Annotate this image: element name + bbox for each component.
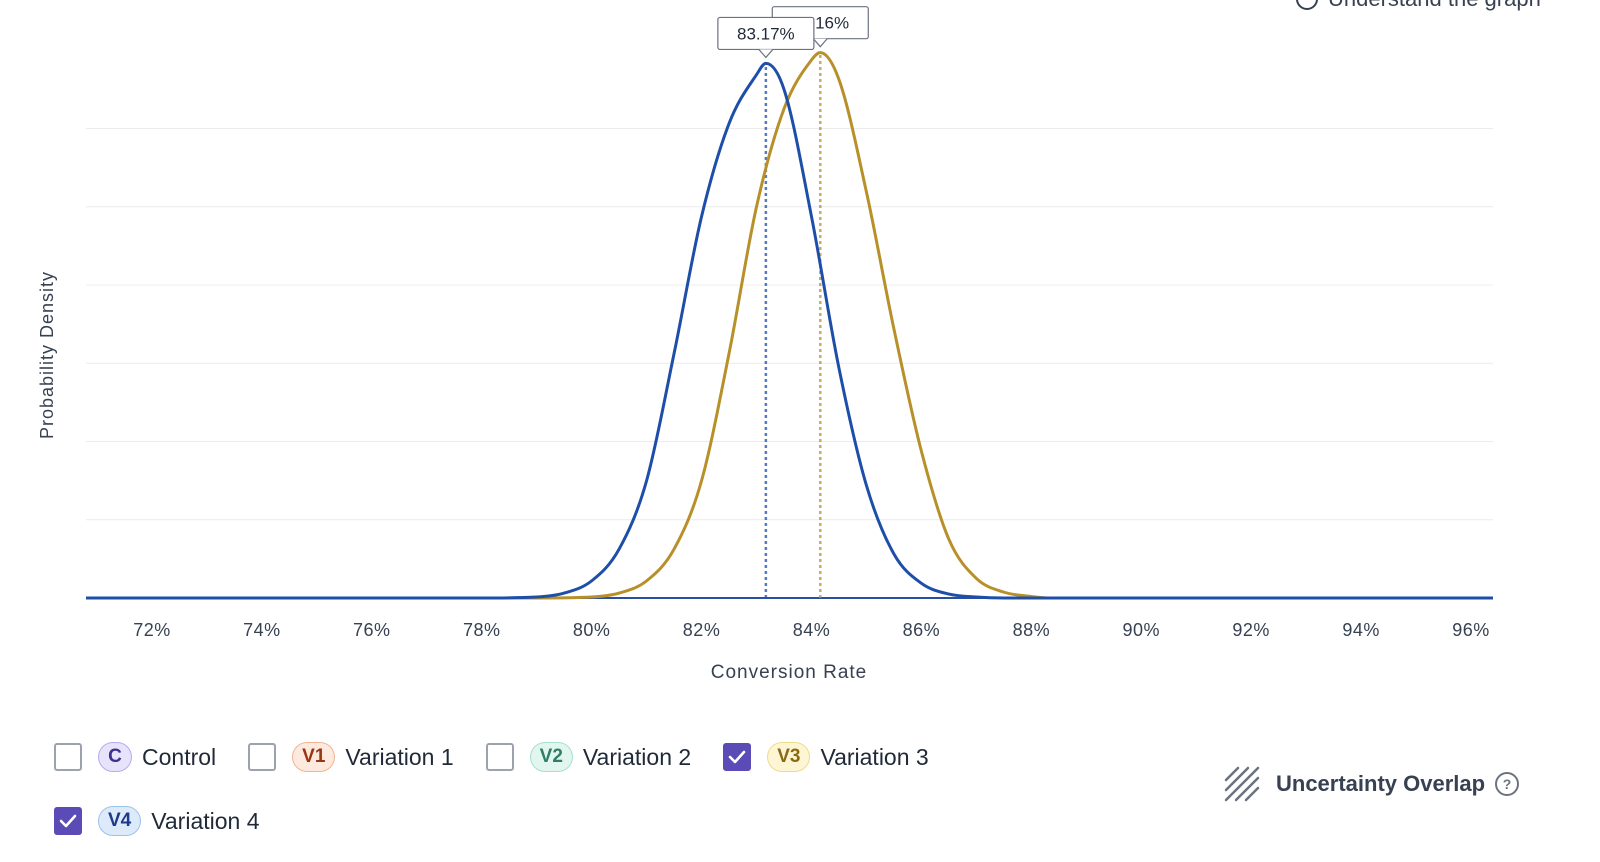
x-tick-label: 88% (1013, 620, 1051, 640)
gridlines (86, 127, 1493, 521)
series-line-v4 (86, 61, 1493, 600)
x-tick-label: 86% (903, 620, 941, 640)
x-tick-label: 78% (463, 620, 501, 640)
tooltip-pointer (812, 38, 828, 48)
x-tick-label: 96% (1452, 620, 1490, 640)
legend-checkbox-v4[interactable] (54, 807, 82, 835)
legend-badge-v4: V4 (98, 806, 142, 836)
legend-checkbox-v3[interactable] (723, 743, 752, 771)
legend-checkbox-v2[interactable] (485, 743, 514, 771)
understand-graph-link[interactable]: Understand the graph (1296, 0, 1541, 12)
legend-badge-v1: V1 (292, 742, 336, 772)
series-line-v3 (86, 51, 1493, 600)
mean-tooltip-v4: 83.17% (717, 16, 815, 59)
legend-label-v1: Variation 1 (345, 743, 454, 770)
legend-item-c[interactable]: C Control (54, 740, 216, 774)
x-tick-label: 76% (353, 620, 391, 640)
x-axis-label: Conversion Rate (711, 662, 868, 683)
legend-checkbox-v1[interactable] (248, 743, 277, 771)
x-tick-label: 72% (133, 620, 171, 640)
y-axis-label: Probability Density (37, 271, 57, 439)
x-tick-label: 80% (573, 620, 611, 640)
hatch-icon (1224, 766, 1260, 802)
legend-item-v4[interactable]: V4 Variation 4 (54, 804, 260, 838)
legend-item-v1[interactable]: V1 Variation 1 (248, 740, 454, 774)
legend-badge-v2: V2 (529, 742, 573, 772)
x-tick-labels: 72% 74% 76% 78% 80% 82% 84% 86% 88% 90% 92% 94% 96% (133, 620, 1490, 640)
legend-label-v2: Variation 2 (582, 743, 692, 770)
x-tick-label: 92% (1232, 620, 1270, 640)
uncertainty-overlap-toggle[interactable]: Uncertainty Overlap ? (1224, 766, 1520, 802)
legend-item-v2[interactable]: V2 Variation 2 (485, 740, 692, 774)
legend-label-v3: Variation 3 (820, 743, 929, 770)
tooltip-pointer (758, 49, 774, 59)
legend: C Control V1 Variation 1 V2 Variation 2 V3 Vari… (54, 740, 1054, 838)
legend-item-v3[interactable]: V3 Variation 3 (723, 740, 929, 774)
check-icon (59, 814, 77, 828)
help-icon[interactable]: ? (1495, 772, 1520, 796)
chart: 72% 74% 76% 78% 80% 82% 84% 86% 88% 90% 92% 94% 96% … (37, 6, 1493, 683)
x-tick-label: 94% (1342, 620, 1380, 640)
x-tick-label: 82% (683, 620, 721, 640)
legend-checkbox-c[interactable] (54, 743, 82, 771)
x-tick-label: 90% (1122, 620, 1160, 640)
uncertainty-overlap-label: Uncertainty Overlap (1276, 771, 1486, 796)
legend-badge-c: C (98, 742, 132, 772)
understand-graph-label: Understand the graph (1328, 0, 1541, 12)
mean-label-v4: 83.17% (737, 24, 795, 43)
x-tick-label: 84% (793, 620, 831, 640)
check-icon (728, 750, 746, 764)
legend-label-c: Control (142, 743, 217, 770)
legend-badge-v3: V3 (767, 742, 811, 772)
x-tick-label: 74% (243, 620, 281, 640)
series-group: 84.16%83.17% (86, 6, 1493, 600)
legend-label-v4: Variation 4 (151, 807, 260, 834)
